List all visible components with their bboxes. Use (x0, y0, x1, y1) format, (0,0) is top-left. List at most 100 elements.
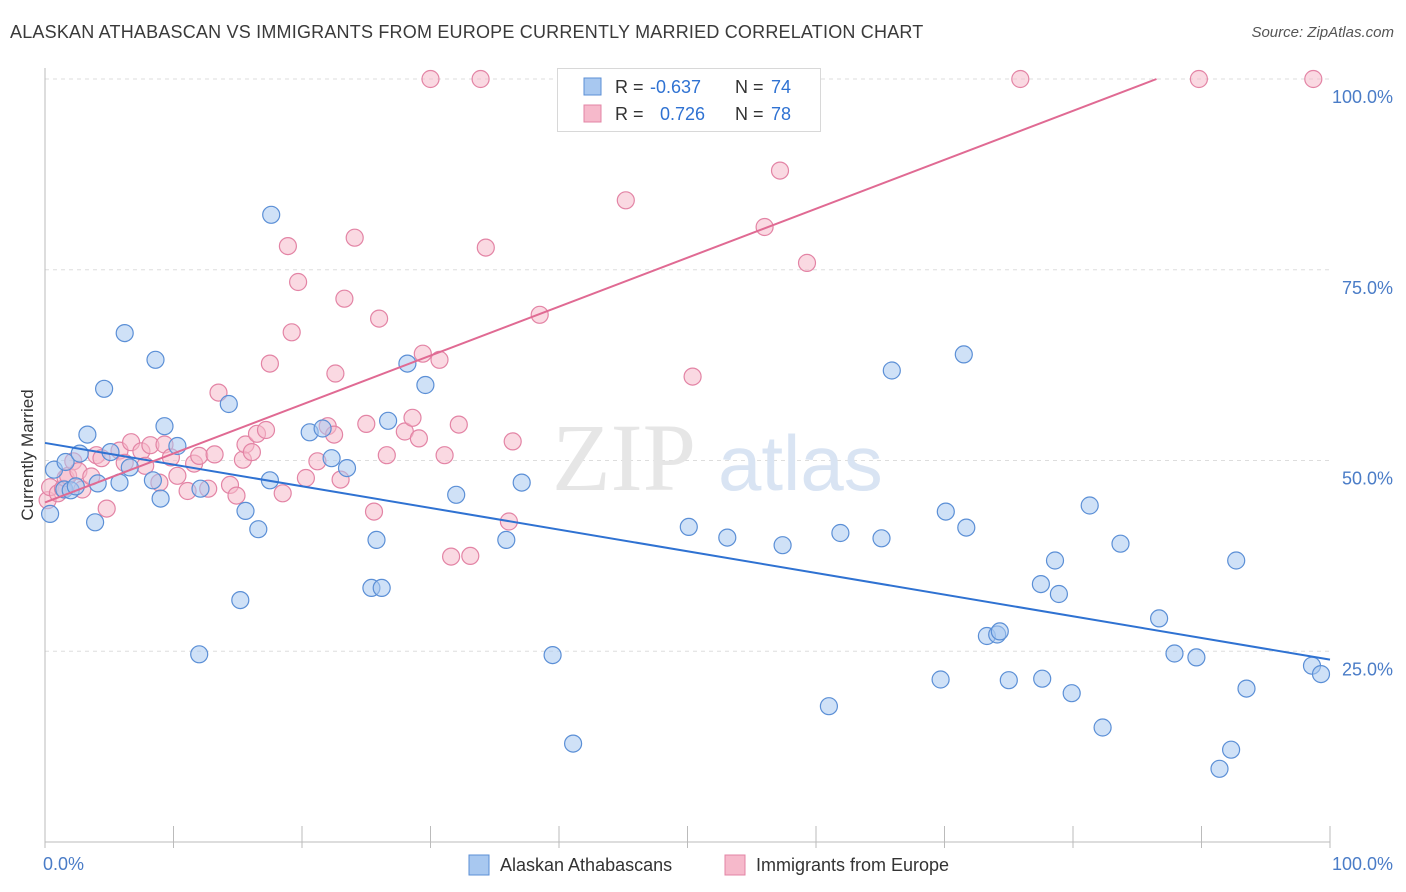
data-point (773, 536, 792, 555)
data-point (616, 191, 635, 210)
data-point (931, 670, 950, 689)
axes (44, 68, 1331, 848)
data-point (155, 417, 174, 436)
data-point (115, 324, 134, 343)
data-point (85, 513, 105, 532)
data-point (146, 350, 165, 369)
data-point (1304, 69, 1323, 89)
data-point (191, 479, 210, 498)
data-point (442, 547, 461, 566)
watermark-atlas: atlas (718, 419, 883, 507)
data-point (1187, 648, 1206, 667)
data-point (364, 502, 384, 521)
legend-swatch-pink (583, 104, 602, 123)
data-point (313, 419, 332, 438)
trendline-alaskan-athabascans (44, 441, 1331, 661)
y-tick-label: 25.0% (1342, 659, 1393, 679)
data-point (461, 546, 480, 566)
data-point (289, 272, 308, 292)
data-point (1237, 679, 1256, 698)
chart-source: Source: ZipAtlas.com (1251, 24, 1394, 41)
data-point (1149, 609, 1169, 628)
data-point (957, 518, 976, 537)
data-point (999, 671, 1018, 690)
data-point (345, 228, 364, 247)
data-point (377, 446, 396, 465)
legend-r-value: 0.726 (660, 104, 705, 124)
y-tick-label: 100.0% (1332, 87, 1393, 107)
data-point (416, 375, 435, 395)
legend-swatch-immigrants-from-europe (724, 854, 746, 876)
data-point (872, 529, 891, 548)
watermark-zip: ZIP (552, 404, 696, 511)
data-point (409, 429, 428, 448)
data-point (97, 499, 116, 518)
data-point (512, 473, 531, 492)
stats-legend: R = -0.637 N = 74 R = 0.726 N = 78 (557, 68, 821, 132)
data-point (1189, 69, 1209, 89)
data-point (231, 590, 250, 610)
data-point (403, 408, 422, 427)
data-point (78, 425, 97, 444)
data-point (543, 645, 562, 665)
data-point (471, 69, 490, 89)
data-point (227, 486, 246, 505)
data-point (1111, 534, 1130, 553)
data-point (1062, 684, 1081, 703)
data-point (209, 383, 228, 402)
data-point (56, 452, 75, 472)
data-point (503, 432, 522, 451)
data-point (205, 445, 224, 464)
data-point (273, 484, 292, 503)
data-point (831, 523, 850, 543)
legend-n-value: 74 (771, 77, 791, 97)
data-point (249, 520, 268, 539)
legend-r-value: -0.637 (650, 77, 701, 97)
data-point (168, 466, 187, 485)
y-tick-label: 75.0% (1342, 278, 1393, 298)
data-point (421, 69, 440, 89)
data-point (449, 415, 468, 434)
series-alaskan-athabascans (40, 205, 1331, 778)
legend-r-label: R = (615, 77, 644, 97)
data-point (1227, 551, 1246, 570)
data-point (296, 468, 315, 488)
data-point (1165, 644, 1184, 663)
data-point (326, 364, 345, 383)
data-point (718, 528, 737, 547)
data-point (497, 530, 516, 550)
legend-swatch-blue (583, 77, 602, 96)
data-point (370, 309, 389, 328)
data-point (94, 379, 114, 398)
legend-n-label: N = (735, 77, 764, 97)
data-point (337, 459, 357, 478)
data-point (413, 344, 432, 363)
data-point (1311, 664, 1331, 684)
data-point (40, 504, 60, 524)
data-point (819, 697, 839, 716)
chart-title: ALASKAN ATHABASCAN VS IMMIGRANTS FROM EU… (10, 22, 924, 42)
legend-label-immigrants-from-europe: Immigrants from Europe (756, 855, 949, 875)
data-point (954, 345, 973, 364)
data-point (367, 530, 386, 550)
data-point (190, 446, 209, 465)
y-axis-label: Currently Married (18, 389, 37, 520)
gridlines (45, 78, 1330, 652)
data-point (66, 477, 85, 496)
data-point (260, 354, 279, 373)
data-point (379, 411, 398, 430)
data-point (563, 734, 583, 753)
legend-n-value: 78 (771, 104, 791, 124)
data-point (282, 323, 301, 342)
series-legend: Alaskan Athabascans Immigrants from Euro… (0, 852, 1406, 878)
data-point (219, 394, 238, 414)
data-point (236, 501, 255, 520)
data-point (770, 161, 790, 180)
data-point (278, 237, 297, 256)
data-point (372, 578, 391, 598)
data-point (797, 253, 817, 272)
data-point (1093, 718, 1112, 737)
data-point (679, 517, 698, 537)
data-point (990, 622, 1009, 641)
